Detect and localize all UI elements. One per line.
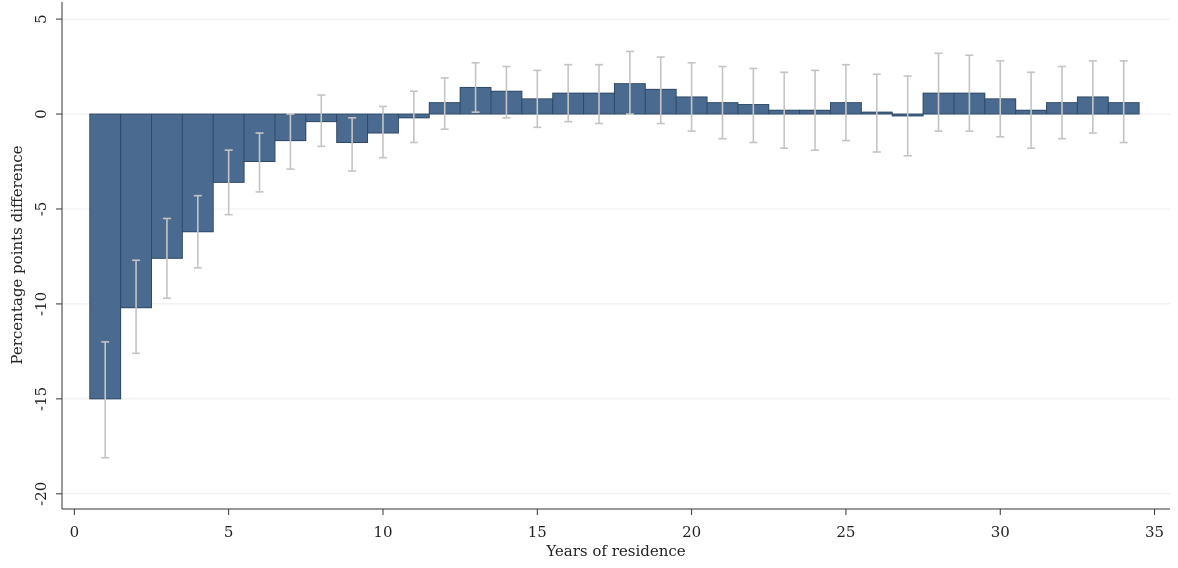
y-axis-label: Percentage points difference: [8, 145, 26, 364]
error-bar: [872, 73, 881, 153]
error-bar: [255, 132, 264, 193]
error-bar: [749, 67, 758, 144]
x-tick-label: 30: [991, 523, 1010, 541]
error-bar: [811, 69, 820, 151]
error-bar: [132, 259, 141, 355]
x-tick-label: 35: [1145, 523, 1164, 541]
error-bar: [564, 63, 573, 123]
error-bar: [841, 63, 850, 142]
error-bar: [471, 61, 480, 113]
error-bar: [996, 60, 1005, 138]
error-bar: [595, 63, 604, 125]
error-bar: [903, 75, 912, 157]
y-tick-label: 0: [32, 109, 50, 119]
error-bar: [1088, 60, 1097, 134]
error-bar: [224, 149, 233, 216]
y-tick-label: -20: [32, 482, 50, 506]
error-bar: [378, 105, 387, 159]
y-tick-label: -5: [32, 202, 50, 217]
error-bar: [687, 61, 696, 132]
error-bar: [286, 113, 295, 170]
error-bar: [502, 65, 511, 119]
error-bar: [440, 77, 449, 131]
error-bar: [409, 90, 418, 144]
error-bar: [348, 117, 357, 172]
y-tick-label: -10: [32, 292, 50, 316]
x-axis-label: Years of residence: [545, 542, 685, 560]
error-bar: [1119, 60, 1128, 144]
y-tick-label: -15: [32, 387, 50, 411]
error-bar: [780, 71, 789, 150]
x-tick-label: 25: [836, 523, 855, 541]
error-bar: [533, 69, 542, 129]
error-bar: [101, 341, 110, 459]
x-tick-label: 5: [224, 523, 234, 541]
error-bar: [317, 94, 326, 148]
x-tick-label: 10: [373, 523, 392, 541]
error-bar: [162, 217, 171, 300]
x-tick-label: 15: [528, 523, 547, 541]
error-bar: [193, 194, 202, 269]
error-bar: [718, 65, 727, 140]
error-bar: [1027, 71, 1036, 150]
error-bar: [965, 54, 974, 132]
x-tick-label: 20: [682, 523, 701, 541]
error-bar: [656, 56, 665, 125]
x-tick-label: 0: [70, 523, 80, 541]
error-bar: [625, 50, 634, 115]
error-bar: [1057, 65, 1066, 140]
y-tick-label: 5: [32, 14, 50, 24]
error-bar: [934, 52, 943, 132]
